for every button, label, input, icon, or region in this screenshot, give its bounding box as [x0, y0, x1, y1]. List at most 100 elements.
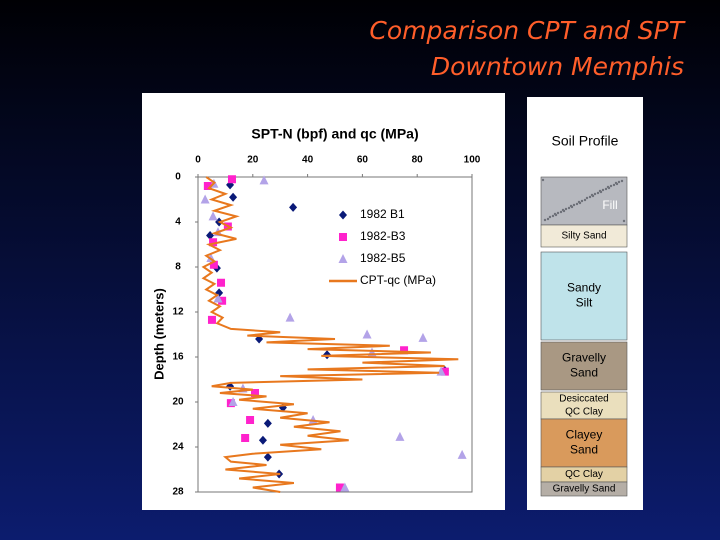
soil-label: Sandy	[567, 281, 601, 295]
texture	[606, 185, 610, 189]
texture	[614, 181, 618, 185]
texture	[598, 189, 602, 193]
data-point	[208, 211, 218, 221]
soil-layer	[540, 341, 628, 391]
soil-title: Soil Profile	[552, 133, 619, 149]
plot-frame	[197, 176, 473, 493]
texture	[546, 217, 550, 221]
chart-title: SPT-N (bpf) and qc (MPa)	[251, 126, 418, 142]
data-point	[209, 238, 218, 247]
y-axis-label: Depth (meters)	[151, 288, 166, 380]
data-point	[246, 416, 255, 424]
x-tick-label: 100	[464, 155, 481, 166]
data-point	[209, 260, 218, 269]
soil-label: Desiccated	[559, 394, 608, 405]
soil-layer	[540, 418, 628, 468]
legend-marker	[339, 233, 347, 241]
soil-layer	[540, 224, 628, 248]
texture	[541, 178, 545, 182]
texture	[577, 200, 581, 204]
soil-label: Clayey	[566, 428, 603, 442]
legend-marker	[339, 210, 347, 220]
texture	[583, 198, 587, 202]
texture	[567, 206, 571, 210]
texture	[564, 207, 568, 211]
data-point	[395, 431, 405, 441]
texture	[596, 191, 600, 195]
soil-layer	[540, 176, 628, 226]
y-tick-label: 24	[172, 442, 184, 453]
soil-layer	[540, 391, 628, 420]
y-tick-label: 20	[172, 397, 184, 408]
soil-label: Silty Sand	[561, 231, 606, 242]
soil-label: Sand	[570, 366, 598, 380]
texture	[575, 202, 579, 206]
chart-panel	[142, 93, 505, 510]
data-point	[259, 175, 269, 185]
data-point	[440, 367, 449, 376]
texture	[585, 196, 589, 200]
y-tick-label: 0	[175, 172, 181, 183]
texture	[590, 193, 594, 197]
soil-label: Fill	[602, 198, 617, 212]
soil-layer	[540, 251, 628, 341]
data-point	[340, 482, 350, 492]
y-tick-label: 16	[172, 352, 184, 363]
texture	[622, 219, 626, 223]
slide-title: Downtown Memphis	[431, 52, 684, 81]
data-point	[229, 192, 238, 202]
data-point	[227, 175, 236, 184]
data-point	[218, 296, 227, 305]
y-tick-label: 8	[175, 262, 181, 273]
y-tick-label: 28	[172, 487, 184, 498]
texture	[556, 211, 560, 215]
data-point	[263, 452, 272, 462]
texture	[548, 215, 552, 219]
data-point	[241, 434, 250, 442]
data-point	[335, 483, 344, 492]
legend-label: 1982-B5	[360, 251, 406, 265]
soil-layer	[540, 481, 628, 497]
texture	[569, 204, 573, 208]
texture	[561, 208, 565, 212]
data-point	[263, 418, 272, 428]
soil-label: Gravelly Sand	[553, 484, 616, 495]
texture	[572, 203, 576, 207]
texture	[543, 218, 547, 222]
texture	[551, 214, 555, 218]
data-point	[228, 397, 238, 406]
data-point	[203, 182, 212, 190]
x-tick-label: 0	[195, 155, 201, 166]
cpt-line	[201, 176, 459, 493]
data-point	[362, 329, 372, 339]
soil-label: Gravelly	[562, 351, 606, 365]
texture	[580, 199, 584, 203]
data-point	[207, 315, 216, 324]
slide-title: Comparison CPT and SPT	[369, 16, 685, 45]
data-point	[285, 312, 295, 322]
data-point	[418, 332, 428, 342]
soil-label: Sand	[570, 443, 598, 457]
data-point	[213, 293, 223, 303]
legend-label: CPT-qc (MPa)	[360, 273, 436, 287]
x-tick-label: 20	[247, 155, 259, 166]
legend-label: 1982 B1	[360, 207, 405, 221]
data-point	[250, 389, 259, 397]
data-point	[258, 435, 267, 445]
data-point	[457, 449, 467, 459]
texture	[609, 184, 613, 188]
soil-label: Silt	[576, 296, 593, 310]
x-tick-label: 60	[357, 155, 369, 166]
soil-label: QC Clay	[565, 469, 603, 480]
texture	[559, 210, 563, 214]
data-point	[289, 202, 298, 212]
texture	[604, 187, 608, 191]
data-point	[200, 194, 210, 204]
x-tick-label: 40	[302, 155, 314, 166]
texture	[617, 180, 621, 184]
legend-label: 1982-B3	[360, 229, 406, 243]
texture	[553, 212, 557, 216]
legend-marker	[338, 254, 348, 263]
texture	[620, 179, 624, 183]
data-point	[217, 278, 226, 287]
